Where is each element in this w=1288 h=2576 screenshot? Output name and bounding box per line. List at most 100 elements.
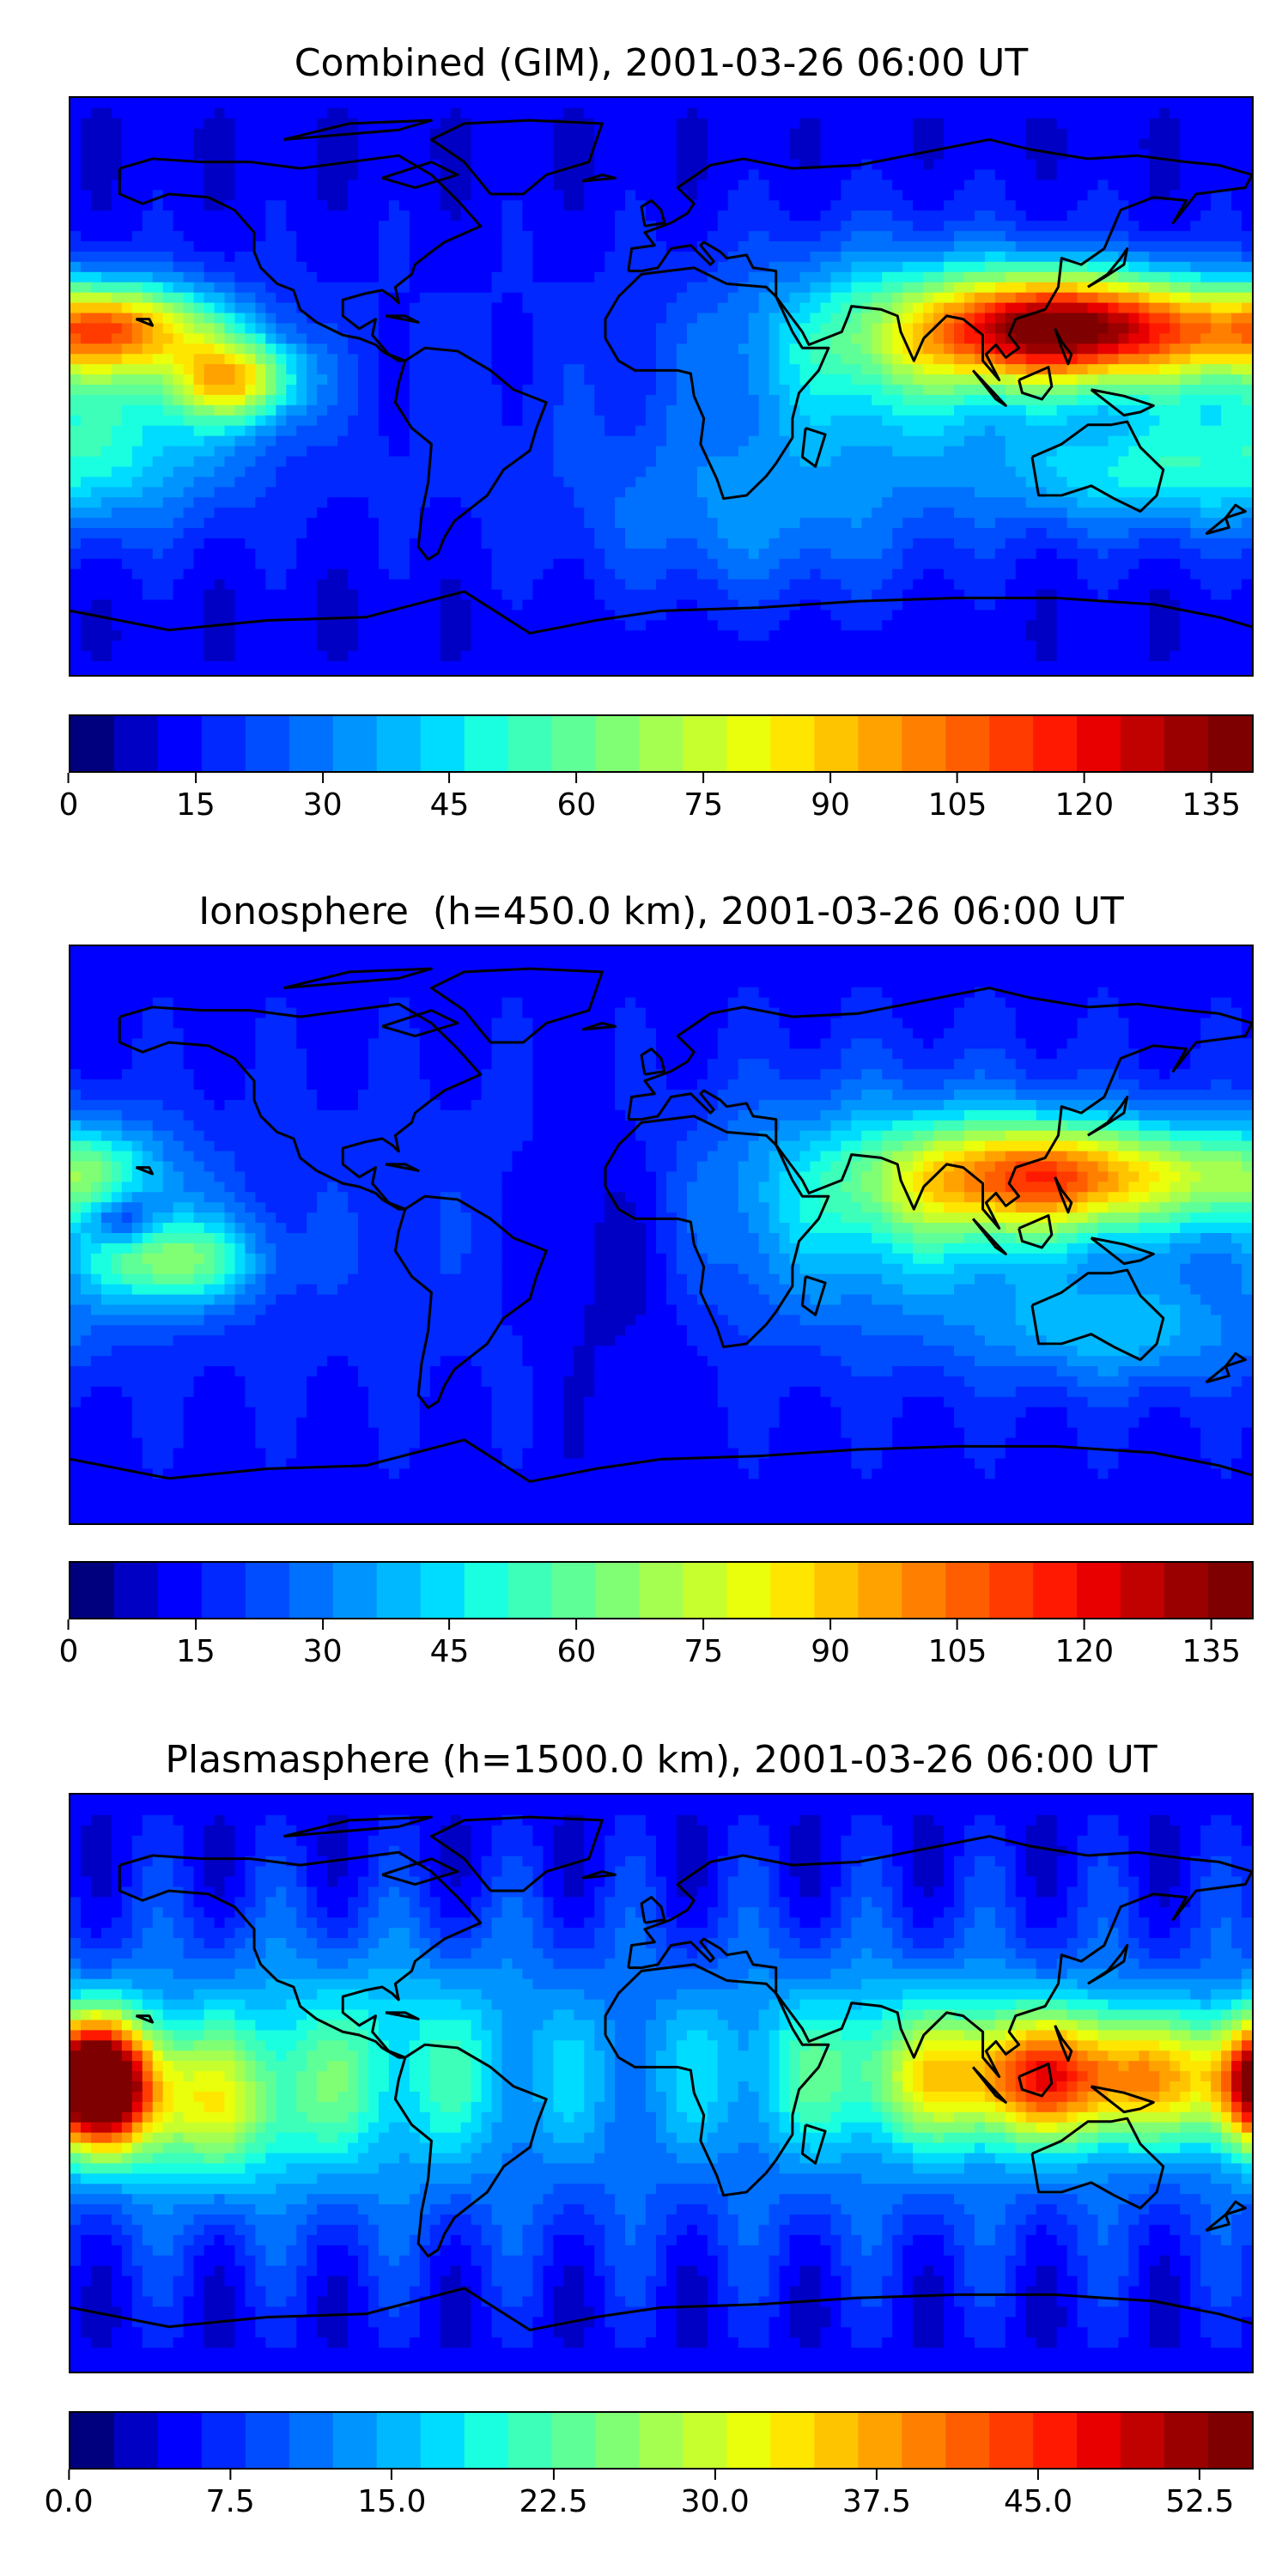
coastline <box>1054 2025 1073 2063</box>
colorbar-step <box>289 1563 334 1618</box>
colorbar-step <box>1077 1563 1122 1618</box>
colorbar-step <box>858 2413 903 2468</box>
tick-label: 75 <box>683 787 724 823</box>
colorbar-step <box>989 716 1035 771</box>
colorbar-step <box>551 2413 597 2468</box>
colorbar-tick: 15.0 <box>357 2470 426 2518</box>
coastline <box>581 173 617 183</box>
tick-mark <box>194 773 197 783</box>
coastline <box>581 1870 617 1880</box>
map-combined <box>69 96 1254 677</box>
colorbar-step <box>1208 2413 1252 2468</box>
tick-label: 37.5 <box>841 2484 911 2519</box>
colorbar-step <box>945 1563 991 1618</box>
panel-title-combined: Combined (GIM), 2001-03-26 06:00 UT <box>294 41 1029 85</box>
panel-title-plasmasphere: Plasmasphere (h=1500.0 km), 2001-03-26 0… <box>165 1738 1157 1782</box>
coastlines <box>70 118 1252 635</box>
coastline <box>135 1166 155 1176</box>
coastline <box>429 1815 604 1893</box>
colorbar-ticks-ionosphere: 0 15 30 45 60 75 90 105 120 135 <box>59 1619 1254 1680</box>
colorbar-tick: 7.5 <box>206 2470 255 2518</box>
tick-label: 30 <box>302 1634 343 1669</box>
tick-mark <box>702 773 705 783</box>
coastline <box>1030 420 1165 513</box>
colorbar-tick: 15 <box>176 773 216 821</box>
tick-label: 90 <box>811 787 851 823</box>
field-cells <box>70 946 1252 1523</box>
colorbar-step <box>989 1563 1035 1618</box>
coastline <box>640 1895 666 1924</box>
tick-label: 45 <box>429 1634 470 1669</box>
colorbar-step <box>70 716 115 771</box>
coastline <box>385 314 420 324</box>
coastline <box>1018 1214 1054 1249</box>
coastline <box>1054 1176 1073 1214</box>
coastline <box>604 1963 830 2197</box>
colorbar-step <box>464 716 509 771</box>
coastline <box>800 427 827 468</box>
colorbar-step <box>945 716 991 771</box>
colorbar-step <box>201 1563 246 1618</box>
coastline <box>627 1835 1252 2079</box>
colorbar-step <box>683 1563 728 1618</box>
tick-mark <box>68 1619 70 1630</box>
colorbar-step <box>639 1563 684 1618</box>
tick-label: 75 <box>683 1634 724 1669</box>
coastline <box>640 1047 666 1076</box>
colorbar-step <box>770 1563 816 1618</box>
colorbar-step <box>245 1563 290 1618</box>
tick-label: 45.0 <box>1004 2484 1073 2519</box>
colorbar-tick: 90 <box>811 773 850 821</box>
coastline <box>381 161 459 190</box>
tick-mark <box>68 773 70 783</box>
tick-mark <box>321 773 324 783</box>
tick-label: 135 <box>1182 787 1242 823</box>
panel-title-ionosphere: Ionosphere (h=450.0 km), 2001-03-26 06:0… <box>198 890 1124 933</box>
colorbar-step <box>201 2413 246 2468</box>
tick-mark <box>552 2470 555 2480</box>
colorbar-step <box>639 2413 684 2468</box>
coastlines <box>70 967 1252 1483</box>
coastline <box>385 1163 420 1172</box>
colorbar-step <box>814 716 860 771</box>
tick-mark <box>575 1619 578 1630</box>
field-cells <box>70 1795 1252 2372</box>
colorbar-tick: 105 <box>928 1619 987 1668</box>
tick-label: 0 <box>58 787 79 823</box>
colorbar-tick: 52.5 <box>1165 2470 1234 2518</box>
coastline <box>1087 246 1129 289</box>
coastline <box>627 138 1252 382</box>
tick-mark <box>448 1619 451 1630</box>
tick-mark <box>67 2470 70 2480</box>
tick-mark <box>829 1619 832 1630</box>
tick-label: 7.5 <box>205 2484 255 2519</box>
tick-label: 30.0 <box>680 2484 750 2519</box>
tick-mark <box>957 1619 958 1630</box>
coastline <box>393 2043 548 2258</box>
colorbar-tick: 37.5 <box>842 2470 911 2518</box>
colorbar-step <box>245 716 290 771</box>
colorbar-tick: 135 <box>1182 1619 1241 1668</box>
colorbar-step <box>1077 716 1122 771</box>
coastline <box>283 118 433 142</box>
colorbar-tick: 135 <box>1182 773 1241 821</box>
colorbar-gradient <box>70 2413 1252 2468</box>
colorbar-tick: 120 <box>1054 773 1114 821</box>
colorbar-step <box>332 716 378 771</box>
colorbar-step <box>464 1563 509 1618</box>
colorbar-tick: 30 <box>303 1619 343 1668</box>
tick-mark <box>1210 773 1212 783</box>
tick-label: 60 <box>556 787 597 823</box>
colorbar-step <box>1033 716 1078 771</box>
tick-label: 22.5 <box>519 2484 588 2519</box>
coastline <box>1030 2117 1165 2210</box>
coastline <box>70 1438 1252 1483</box>
colorbar-step <box>420 2413 465 2468</box>
coastline <box>1224 1352 1247 1368</box>
coastline <box>118 1002 483 1211</box>
colorbar-step <box>902 1563 947 1618</box>
tick-mark <box>1083 1619 1085 1630</box>
colorbar-step <box>1208 1563 1252 1618</box>
coastline <box>283 1815 433 1838</box>
colorbar-step <box>332 1563 378 1618</box>
